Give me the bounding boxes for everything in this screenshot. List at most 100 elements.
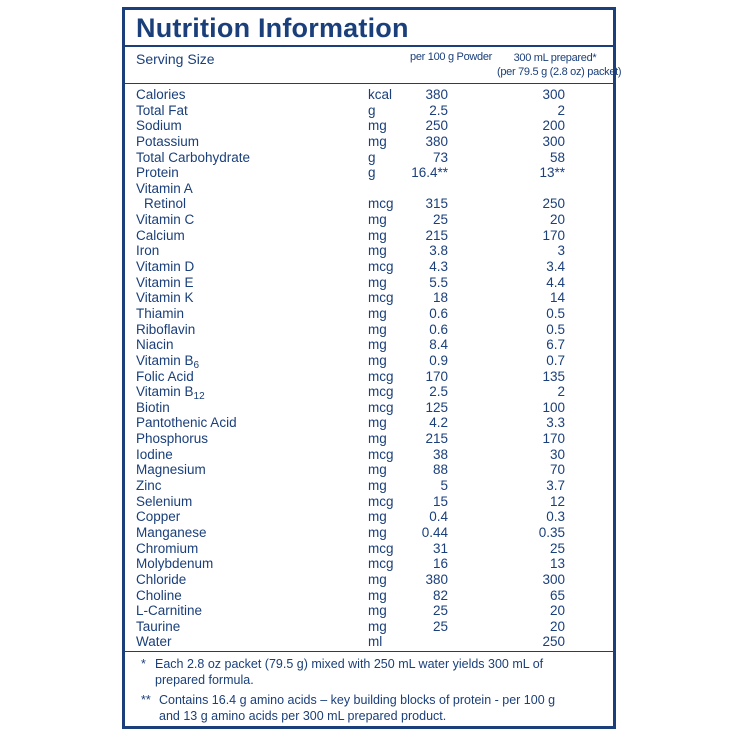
- nutrient-unit: mg: [368, 415, 387, 431]
- table-row: Manganese mg 0.44 0.35: [136, 525, 606, 541]
- nutrient-unit: mcg: [368, 196, 394, 212]
- value-per-100g: 315: [425, 196, 448, 212]
- table-row: Riboflavin mg 0.6 0.5: [136, 322, 606, 338]
- value-prepared: 20: [549, 603, 565, 619]
- value-prepared: 2: [557, 102, 565, 118]
- footnote-text-line: prepared formula.: [155, 673, 254, 687]
- table-row: Iodine mcg 38 30: [136, 447, 606, 463]
- value-prepared: 0.5: [546, 305, 565, 321]
- value-prepared: 3.7: [546, 478, 565, 494]
- value-prepared: 250: [542, 634, 565, 650]
- nutrient-unit: mcg: [368, 399, 394, 415]
- nutrient-name: Thiamin: [136, 305, 185, 321]
- nutrient-unit: mcg: [368, 556, 394, 572]
- value-prepared: 300: [542, 133, 565, 149]
- nutrient-name: Iodine: [136, 446, 173, 462]
- value-per-100g: 25: [432, 618, 448, 634]
- nutrient-subscript: 12: [193, 391, 205, 403]
- nutrient-unit: mg: [368, 431, 387, 447]
- value-per-100g: 0.4: [429, 509, 448, 525]
- value-prepared: 300: [542, 87, 565, 102]
- title-divider: [125, 45, 613, 47]
- value-prepared: 13: [549, 556, 565, 572]
- table-row: Folic Acid mcg 170 135: [136, 369, 606, 385]
- panel-title: Nutrition Information: [136, 13, 409, 43]
- nutrient-name: Total Carbohydrate: [136, 149, 251, 165]
- table-row: Choline mg 82 65: [136, 588, 606, 604]
- nutrient-unit: mg: [368, 603, 387, 619]
- serving-size-label: Serving Size: [136, 51, 215, 67]
- value-per-100g: 5.5: [429, 274, 448, 290]
- nutrition-panel: Nutrition Information Serving Size per 1…: [122, 7, 622, 729]
- nutrient-name: Selenium: [136, 493, 193, 509]
- value-prepared: 250: [542, 196, 565, 212]
- nutrient-name: Vitamin B6: [136, 352, 200, 371]
- nutrient-name: Folic Acid: [136, 368, 194, 384]
- nutrient-name: Niacin: [136, 337, 174, 353]
- value-prepared: 2: [557, 384, 565, 400]
- nutrient-unit: mcg: [368, 446, 394, 462]
- value-per-100g: 18: [432, 290, 448, 306]
- value-prepared: 0.5: [546, 321, 565, 337]
- value-prepared: 20: [549, 212, 565, 228]
- nutrient-name: Vitamin B12: [136, 384, 205, 403]
- value-per-100g: 250: [425, 118, 448, 134]
- nutrient-name: Vitamin K: [136, 290, 194, 306]
- table-row: Vitamin A: [136, 181, 606, 197]
- nutrient-unit: mg: [368, 587, 387, 603]
- value-per-100g: 25: [432, 212, 448, 228]
- nutrient-subscript: 6: [193, 359, 200, 371]
- table-row: Niacin mg 8.4 6.7: [136, 337, 606, 353]
- nutrient-name: Pantothenic Acid: [136, 415, 237, 431]
- nutrient-unit: mcg: [368, 368, 394, 384]
- value-prepared: 135: [542, 368, 565, 384]
- nutrient-unit: mg: [368, 618, 387, 634]
- nutrient-name: Riboflavin: [136, 321, 196, 337]
- value-prepared: 20: [549, 618, 565, 634]
- nutrient-name: Protein: [136, 165, 179, 181]
- nutrient-unit: mg: [368, 571, 387, 587]
- value-per-100g: 215: [425, 227, 448, 243]
- footnote-text-line: and 13 g amino acids per 300 mL prepared…: [159, 709, 447, 723]
- table-row: Biotin mcg 125 100: [136, 400, 606, 416]
- nutrient-name: Sodium: [136, 118, 182, 134]
- column-header-prepared-line1: 300 mL prepared*: [513, 52, 597, 64]
- nutrient-name: Retinol: [144, 196, 187, 212]
- value-per-100g: 73: [432, 149, 448, 165]
- table-row: Water ml 250: [136, 634, 606, 650]
- nutrient-unit: mg: [368, 274, 387, 290]
- value-prepared: 30: [549, 446, 565, 462]
- footnote-text-line: Each 2.8 oz packet (79.5 g) mixed with 2…: [155, 657, 544, 671]
- table-row: Chloride mg 380 300: [136, 572, 606, 588]
- value-per-100g: 0.6: [429, 305, 448, 321]
- nutrient-name: Water: [136, 634, 172, 650]
- value-per-100g: 380: [425, 571, 448, 587]
- value-prepared: 58: [549, 149, 565, 165]
- table-row: Vitamin B12 mcg 2.5 2: [136, 384, 606, 403]
- nutrient-table: Calories kcal 380 300 Total Fat g 2.5 2 Sodium mg…: [136, 87, 606, 650]
- nutrient-name: Chromium: [136, 540, 199, 556]
- nutrient-unit: mcg: [368, 259, 394, 275]
- table-row: Molybdenum mcg 16 13: [136, 556, 606, 572]
- nutrient-unit: mcg: [368, 540, 394, 556]
- nutrient-name: Potassium: [136, 133, 200, 149]
- value-per-100g: 4.3: [429, 259, 448, 275]
- nutrient-unit: mcg: [368, 384, 394, 400]
- nutrient-name: Vitamin E: [136, 274, 194, 290]
- nutrient-unit: mcg: [368, 493, 394, 509]
- table-row: Chromium mcg 31 25: [136, 541, 606, 557]
- value-prepared: 3.4: [546, 259, 565, 275]
- nutrient-unit: mcg: [368, 290, 394, 306]
- value-per-100g: 15: [432, 493, 448, 509]
- table-row: Vitamin C mg 25 20: [136, 212, 606, 228]
- value-prepared: 300: [542, 571, 565, 587]
- nutrient-unit: mg: [368, 321, 387, 337]
- nutrient-name: Total Fat: [136, 102, 188, 118]
- value-per-100g: 31: [432, 540, 448, 556]
- value-per-100g: 5: [440, 478, 448, 494]
- header-divider: [125, 83, 613, 84]
- value-per-100g: 16: [432, 556, 448, 572]
- value-per-100g: 2.5: [429, 384, 448, 400]
- value-per-100g: 125: [425, 399, 448, 415]
- nutrient-unit: mg: [368, 243, 387, 259]
